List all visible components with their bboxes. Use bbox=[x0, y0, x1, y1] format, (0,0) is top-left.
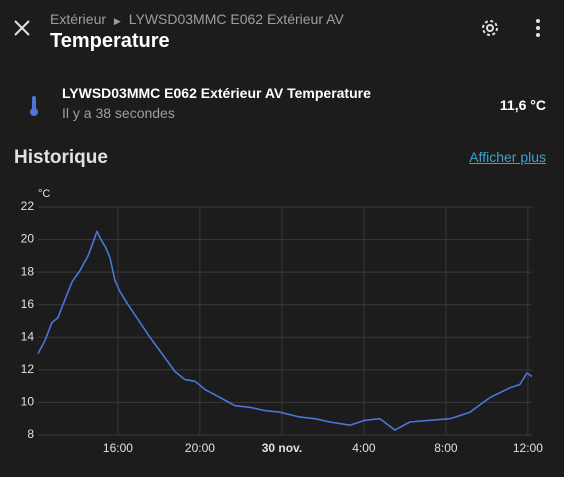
y-tick-label: 12 bbox=[21, 362, 35, 376]
thermometer-icon bbox=[30, 96, 38, 116]
history-title: Historique bbox=[14, 147, 108, 168]
x-tick-label: 30 nov. bbox=[262, 441, 302, 455]
y-tick-label: 18 bbox=[21, 264, 35, 278]
x-tick-label: 12:00 bbox=[513, 441, 543, 455]
menu-button[interactable] bbox=[530, 16, 546, 40]
y-axis-unit: °C bbox=[38, 188, 50, 200]
x-tick-label: 20:00 bbox=[185, 441, 215, 455]
y-tick-label: 8 bbox=[27, 427, 34, 441]
y-tick-label: 16 bbox=[21, 297, 35, 311]
entity-state: 11,6 °C bbox=[499, 97, 546, 113]
breadcrumb-area: Extérieur bbox=[50, 11, 107, 27]
y-tick-label: 22 bbox=[21, 199, 35, 213]
y-tick-label: 14 bbox=[21, 329, 35, 343]
entity-name: LYWSD03MMC E062 Extérieur AV Temperature bbox=[62, 85, 371, 101]
settings-button[interactable] bbox=[478, 16, 502, 40]
y-tick-label: 10 bbox=[21, 395, 35, 409]
temperature-line bbox=[37, 230, 533, 431]
dialog-title: Temperature bbox=[50, 30, 170, 52]
breadcrumb-device: LYWSD03MMC E062 Extérieur AV bbox=[128, 11, 344, 27]
last-updated: Il y a 38 secondes bbox=[62, 105, 175, 121]
close-button[interactable] bbox=[12, 18, 32, 38]
y-tick-label: 20 bbox=[21, 232, 35, 246]
x-tick-label: 8:00 bbox=[434, 441, 458, 455]
breadcrumb: Extérieur ▶ LYWSD03MMC E062 Extérieur AV bbox=[50, 11, 344, 27]
x-tick-label: 16:00 bbox=[103, 441, 133, 455]
chart: °C 8 10 12 14 16 18 20 22 16:00 20:00 30 nov. 4:00 8… bbox=[21, 188, 544, 455]
x-tick-label: 4:00 bbox=[352, 441, 376, 455]
show-more-link[interactable]: Afficher plus bbox=[469, 149, 546, 165]
